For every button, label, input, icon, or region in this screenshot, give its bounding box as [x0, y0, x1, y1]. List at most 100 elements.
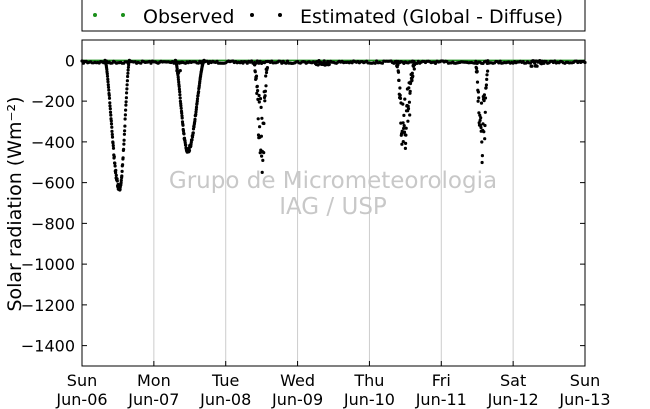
estimated-point-372 — [178, 69, 182, 73]
estimated-point-641 — [263, 99, 267, 103]
estimated-point-403 — [106, 77, 110, 81]
estimated-point-501 — [176, 75, 180, 79]
y-tick-label-5: −1000 — [21, 255, 75, 274]
y-tick-label-1: −200 — [31, 92, 75, 111]
estimated-point-367 — [327, 62, 331, 66]
estimated-point-546 — [187, 148, 192, 153]
estimated-point-411 — [108, 101, 112, 105]
estimated-point-425 — [111, 144, 115, 148]
estimated-point-524 — [182, 132, 186, 136]
y-tick-label-2: −400 — [31, 133, 75, 152]
x-tick-label-date-3: Jun-09 — [271, 390, 323, 409]
estimated-point-457 — [119, 178, 123, 182]
estimated-point-508 — [178, 93, 182, 97]
estimated-point-420 — [110, 129, 114, 133]
y-tick-label-3: −600 — [31, 174, 75, 193]
estimated-point-678 — [402, 130, 407, 134]
grid-lines — [153, 40, 514, 366]
estimated-point-669 — [400, 142, 404, 146]
estimated-point-431 — [113, 161, 117, 165]
estimated-point-743 — [482, 99, 486, 103]
estimated-point-707 — [411, 74, 415, 78]
estimated-point-503 — [177, 80, 181, 84]
legend-marker-observed-2 — [121, 13, 125, 17]
estimated-point-379 — [533, 60, 537, 64]
estimated-point-696 — [408, 113, 412, 117]
estimated-point-582 — [197, 90, 201, 94]
estimated-point-515 — [180, 111, 184, 115]
estimated-point-628 — [259, 105, 263, 109]
estimated-point-471 — [123, 124, 127, 128]
estimated-point-662 — [398, 86, 402, 90]
estimated-point-473 — [123, 113, 127, 117]
estimated-point-452 — [118, 187, 122, 191]
estimated-series — [80, 58, 587, 192]
estimated-point-204 — [373, 61, 377, 65]
estimated-point-405 — [106, 83, 110, 87]
estimated-point-720 — [475, 80, 480, 84]
estimated-point-682 — [404, 141, 408, 145]
estimated-point-618 — [256, 117, 260, 121]
x-tick-label-day-5: Fri — [432, 371, 451, 390]
estimated-point-725 — [477, 111, 481, 115]
watermark-line-1: Grupo de Micrometeorologia — [169, 168, 497, 194]
estimated-point-385 — [538, 59, 542, 63]
x-tick-label-day-6: Sat — [500, 371, 526, 390]
estimated-point-456 — [119, 181, 123, 185]
x-tick-label-day-4: Thu — [353, 371, 384, 390]
y-tick-label-7: −1400 — [21, 337, 75, 356]
estimated-point-746 — [483, 123, 487, 128]
estimated-point-751 — [484, 83, 488, 87]
x-tick-label-date-2: Jun-08 — [199, 390, 251, 409]
estimated-point-704 — [410, 78, 414, 83]
estimated-point-467 — [122, 142, 126, 146]
y-tick-label-6: −1200 — [21, 296, 75, 315]
estimated-point-564 — [192, 125, 196, 129]
estimated-point-505 — [177, 84, 181, 89]
estimated-point-713 — [413, 63, 417, 67]
estimated-point-432 — [113, 164, 117, 168]
estimated-point-663 — [398, 93, 402, 97]
y-axis-label: Solar radiation (Wm⁻²) — [4, 96, 26, 311]
x-tick-label-date-7: Jun-13 — [558, 390, 610, 409]
estimated-point-684 — [404, 126, 408, 130]
estimated-point-642 — [263, 94, 267, 98]
estimated-point-414 — [108, 110, 113, 114]
estimated-point-424 — [111, 141, 115, 145]
estimated-point-382 — [535, 64, 539, 68]
estimated-point-724 — [477, 96, 481, 100]
estimated-point-632 — [260, 170, 264, 174]
estimated-point-522 — [181, 129, 186, 133]
estimated-point-413 — [108, 107, 112, 111]
estimated-point-464 — [121, 156, 125, 160]
estimated-point-748 — [483, 96, 488, 100]
x-tick-label-date-1: Jun-07 — [127, 390, 179, 409]
estimated-point-561 — [191, 131, 195, 135]
estimated-point-469 — [122, 132, 126, 136]
estimated-point-634 — [261, 158, 265, 162]
estimated-point-462 — [121, 163, 125, 167]
estimated-point-617 — [256, 97, 260, 101]
estimated-point-676 — [402, 113, 406, 117]
y-tick-label-4: −800 — [31, 214, 75, 233]
estimated-point-655 — [396, 63, 400, 67]
estimated-point-657 — [396, 70, 401, 74]
estimated-point-731 — [479, 116, 483, 120]
estimated-point-723 — [476, 90, 480, 94]
estimated-point-426 — [111, 146, 116, 150]
estimated-point-672 — [401, 102, 405, 106]
estimated-point-754 — [485, 61, 489, 65]
estimated-point-616 — [256, 89, 260, 93]
estimated-point-574 — [194, 105, 199, 109]
estimated-point-406 — [106, 85, 111, 89]
watermark: Grupo de Micrometeorologia IAG / USP — [169, 168, 497, 220]
estimated-point-470 — [123, 129, 127, 133]
estimated-point-737 — [480, 154, 484, 158]
estimated-point-750 — [484, 86, 488, 90]
estimated-point-412 — [108, 104, 112, 108]
estimated-point-736 — [480, 160, 484, 165]
estimated-point-673 — [401, 121, 405, 125]
estimated-point-556 — [190, 138, 194, 142]
estimated-point-434 — [114, 171, 118, 175]
